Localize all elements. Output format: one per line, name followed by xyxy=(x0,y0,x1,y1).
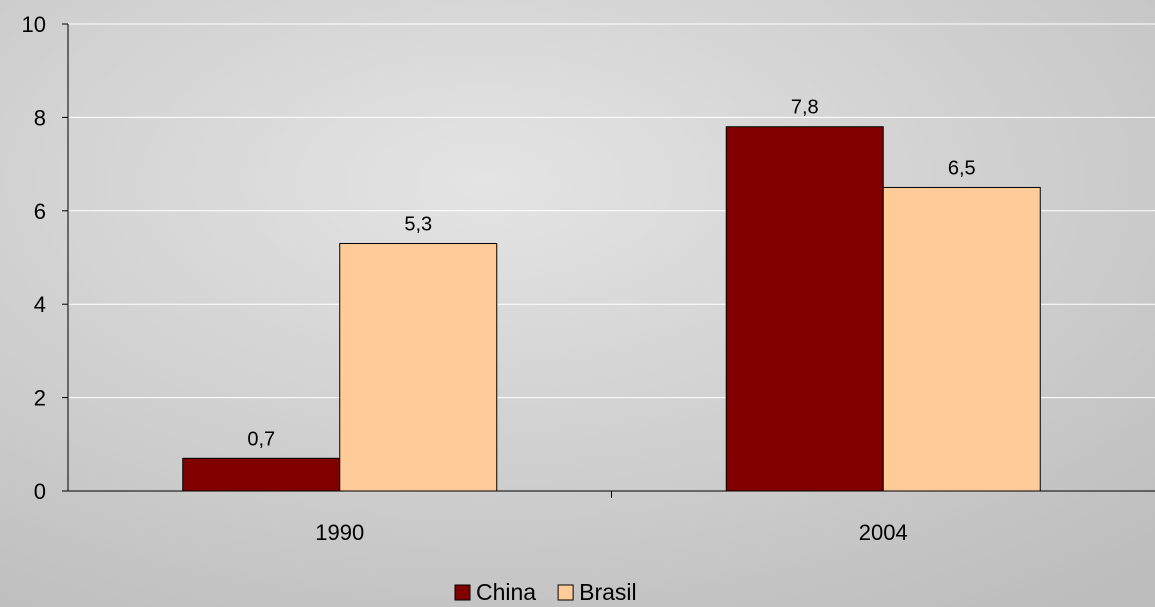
bar-brasil-2004 xyxy=(882,186,1041,492)
bar-china-1990 xyxy=(182,457,341,492)
bars xyxy=(182,126,1041,492)
x-category-label: 2004 xyxy=(859,520,908,545)
y-tick-label: 0 xyxy=(34,479,46,504)
x-category-label: 1990 xyxy=(315,520,364,545)
data-label: 6,5 xyxy=(948,157,976,179)
legend-label-brasil: Brasil xyxy=(579,579,637,605)
data-label: 7,8 xyxy=(791,97,819,119)
legend-swatch-china xyxy=(454,584,471,601)
legend-label-china: China xyxy=(476,579,536,605)
y-tick-label: 8 xyxy=(34,105,46,130)
y-tick-label: 10 xyxy=(22,12,46,37)
data-label: 5,3 xyxy=(404,213,432,235)
bar-brasil-1990 xyxy=(339,242,498,492)
y-tick-label: 6 xyxy=(34,199,46,224)
legend: China Brasil xyxy=(454,579,637,605)
y-tick-label: 4 xyxy=(34,292,46,317)
y-tick-label: 2 xyxy=(34,386,46,411)
data-label: 0,7 xyxy=(247,428,275,450)
bar-china-2004 xyxy=(725,126,884,492)
legend-swatch-brasil xyxy=(557,584,574,601)
data-labels: 0,7 5,3 7,8 6,5 xyxy=(247,97,975,451)
